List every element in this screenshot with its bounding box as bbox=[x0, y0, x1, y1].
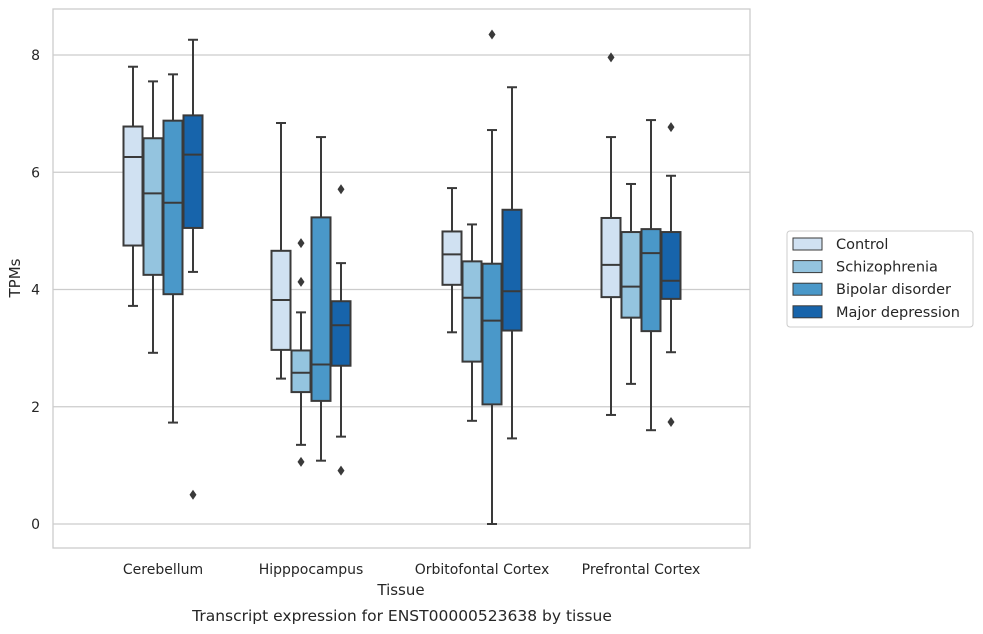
box-iqr bbox=[162, 119, 184, 296]
box-iqr bbox=[330, 300, 352, 367]
x-axis-ticks: Cerebellum Hipppocampus Orbitofontal Corte… bbox=[123, 562, 700, 578]
box bbox=[441, 187, 463, 334]
box bbox=[330, 184, 352, 476]
box bbox=[600, 52, 622, 416]
y-tick-label: 0 bbox=[31, 517, 40, 533]
outlier-point bbox=[667, 122, 675, 133]
x-tick-label: Hipppocampus bbox=[259, 562, 364, 578]
y-tick-label: 4 bbox=[31, 283, 40, 299]
outlier-point bbox=[297, 238, 305, 249]
y-tick-label: 2 bbox=[31, 400, 40, 416]
x-tick-label: Cerebellum bbox=[123, 562, 203, 578]
legend-swatch bbox=[792, 305, 823, 319]
y-tick-label: 6 bbox=[31, 165, 40, 181]
legend-swatch bbox=[792, 237, 823, 251]
box bbox=[270, 122, 292, 380]
box bbox=[162, 73, 184, 424]
legend-label: Major depression bbox=[836, 305, 960, 321]
box-iqr bbox=[122, 125, 144, 247]
box-iqr bbox=[660, 231, 682, 300]
box bbox=[290, 238, 312, 467]
box-iqr bbox=[640, 228, 662, 333]
box bbox=[461, 223, 483, 422]
legend: Control Schizophrenia Bipolar disorder Majo… bbox=[786, 230, 974, 328]
box bbox=[620, 182, 642, 385]
box-iqr bbox=[600, 216, 622, 299]
outlier-point bbox=[667, 416, 675, 427]
box-iqr bbox=[182, 114, 204, 229]
outlier-point bbox=[297, 276, 305, 287]
box-iqr bbox=[441, 230, 463, 286]
series-schizophrenia bbox=[142, 80, 642, 467]
box-series bbox=[122, 29, 682, 525]
legend-swatch bbox=[792, 282, 823, 296]
x-tick-label: Orbitofontal Cortex bbox=[415, 562, 550, 578]
outlier-point bbox=[297, 456, 305, 467]
box-iqr bbox=[461, 260, 483, 363]
box bbox=[481, 29, 503, 525]
outlier-point bbox=[607, 52, 615, 63]
box bbox=[182, 38, 204, 500]
box-iqr bbox=[481, 262, 503, 406]
box-iqr bbox=[310, 216, 332, 402]
legend-label: Control bbox=[836, 237, 888, 253]
chart-caption: Transcript expression for ENST0000052363… bbox=[191, 607, 612, 625]
outlier-point bbox=[337, 184, 345, 195]
outlier-point bbox=[189, 489, 197, 500]
box bbox=[660, 122, 682, 427]
x-tick-label: Prefrontal Cortex bbox=[582, 562, 701, 578]
box-iqr bbox=[290, 349, 312, 394]
box bbox=[122, 65, 144, 307]
legend-frame bbox=[786, 230, 974, 328]
series-major-depression bbox=[182, 38, 682, 500]
box-iqr bbox=[620, 231, 642, 319]
box bbox=[310, 136, 332, 462]
box bbox=[640, 119, 662, 432]
box-iqr bbox=[501, 208, 523, 332]
series-bipolar-disorder bbox=[162, 29, 662, 525]
y-axis-ticks: 0 2 4 6 8 bbox=[31, 48, 40, 533]
outlier-point bbox=[337, 465, 345, 476]
box bbox=[142, 80, 164, 354]
legend-swatch bbox=[792, 260, 823, 274]
series-control bbox=[122, 52, 622, 416]
box bbox=[501, 86, 523, 440]
legend-label: Bipolar disorder bbox=[836, 282, 951, 298]
box-iqr bbox=[142, 137, 164, 276]
plot-area-frame bbox=[52, 8, 751, 549]
y-tick-label: 8 bbox=[31, 48, 40, 64]
outlier-point bbox=[488, 29, 496, 40]
legend-label: Schizophrenia bbox=[836, 260, 938, 276]
x-axis-title: Tissue bbox=[376, 581, 424, 599]
y-axis-title: TPMs bbox=[6, 258, 24, 298]
